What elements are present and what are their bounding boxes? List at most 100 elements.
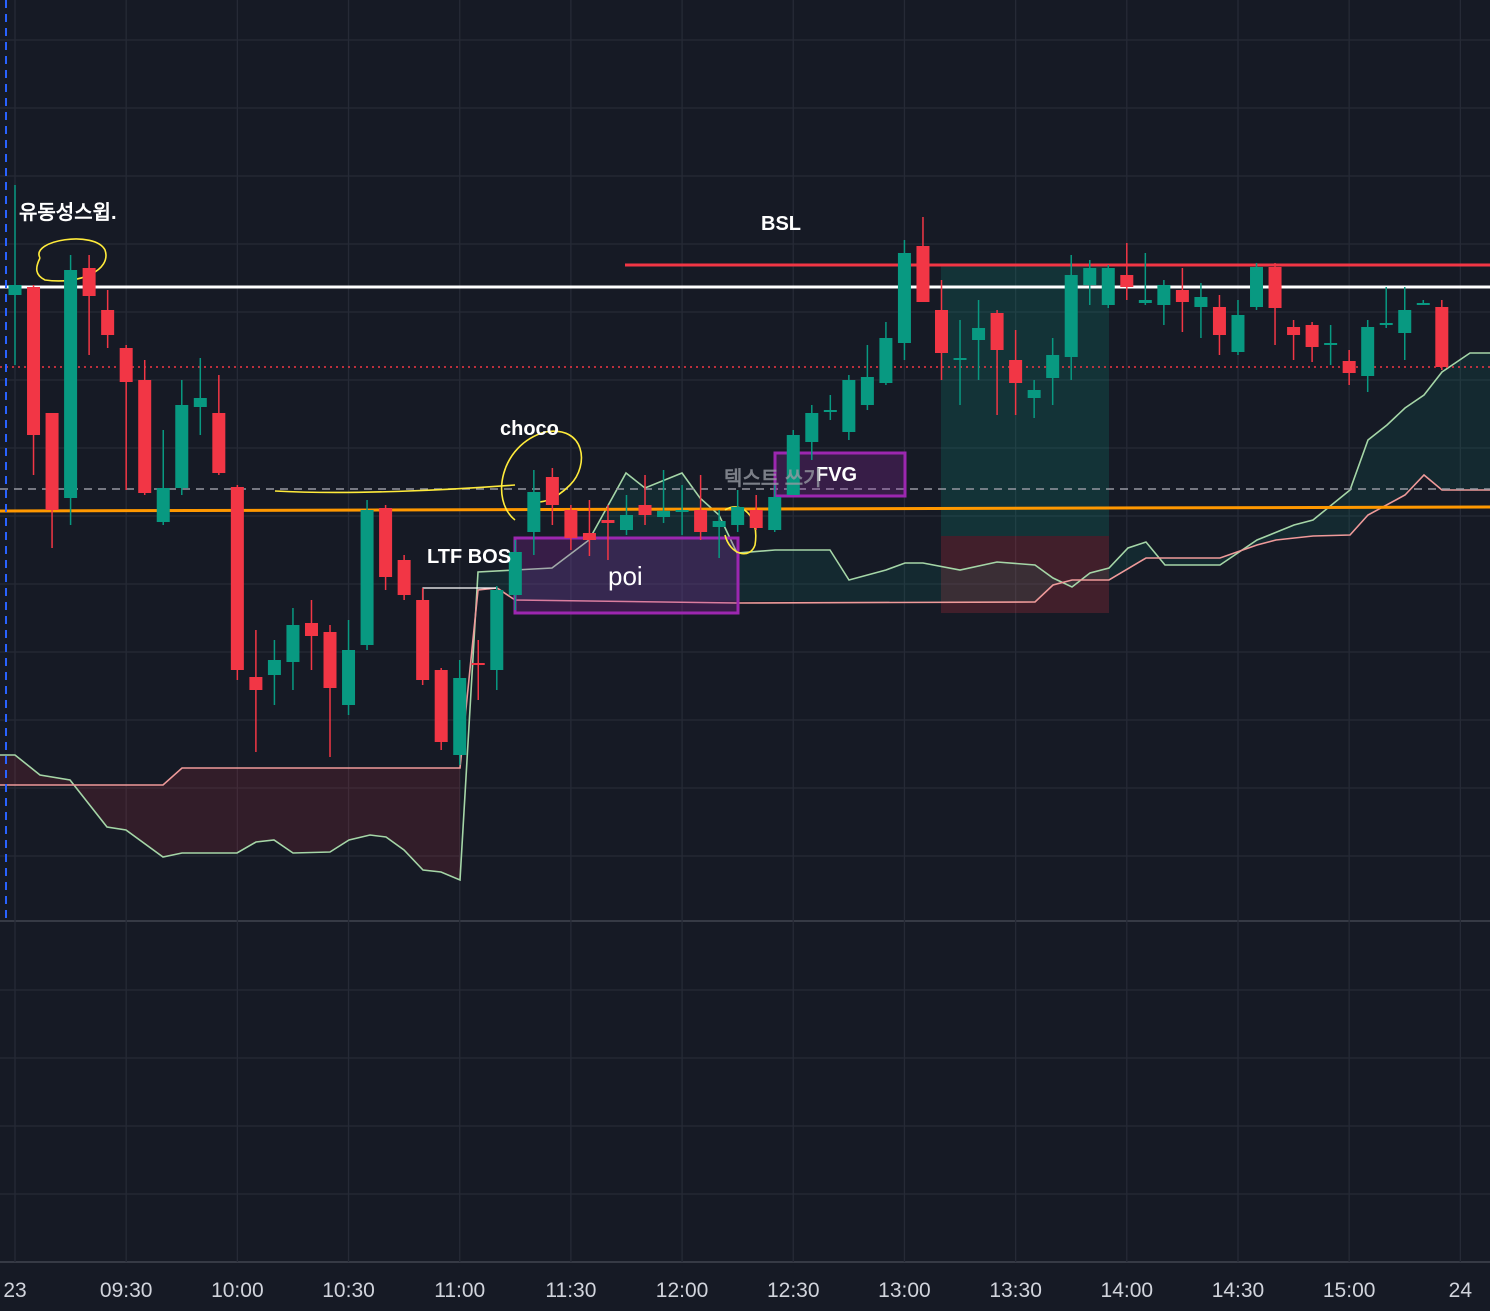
candle-body	[397, 560, 411, 595]
candle-body	[1101, 268, 1115, 305]
candle-body	[1324, 343, 1338, 345]
candle-body	[434, 670, 448, 742]
annotation: 텍스트 쓰기	[724, 467, 822, 490]
candle-body	[1250, 267, 1264, 307]
candle-body	[1212, 307, 1226, 335]
candle-body	[304, 623, 318, 636]
candle-body	[657, 511, 671, 517]
h-grid	[0, 39, 1490, 1263]
annotation: FVG	[816, 464, 857, 486]
annotation: poi	[608, 561, 643, 591]
candle-body	[119, 348, 133, 382]
candle-body	[916, 246, 930, 302]
candle-body	[508, 552, 522, 595]
candle-body	[27, 287, 41, 435]
x-tick-label: 24	[1449, 1279, 1473, 1302]
candle-body	[601, 520, 615, 523]
v-grid	[14, 0, 1461, 1262]
candle-body	[1194, 297, 1208, 307]
annotation: choco	[500, 418, 559, 440]
candle-body	[1064, 275, 1078, 357]
candles	[8, 185, 1449, 765]
x-tick-label: 23	[3, 1279, 26, 1302]
candle-body	[1416, 303, 1430, 305]
annotation: LTF BOS	[427, 546, 511, 568]
candle-body	[1175, 290, 1189, 302]
x-tick-label: 10:00	[211, 1279, 264, 1302]
candle-body	[1379, 323, 1393, 325]
x-axis: 23 09:30 10:00 10:30 11:00 11:30 12:00 12:30 13:…	[3, 1279, 1472, 1302]
candle-body	[64, 270, 78, 498]
candle-body	[1120, 275, 1134, 287]
x-tick-label: 13:30	[989, 1279, 1042, 1302]
x-tick-label: 14:00	[1101, 1279, 1154, 1302]
candle-body	[694, 510, 708, 532]
candle-body	[1287, 327, 1301, 335]
x-tick-label: 13:00	[878, 1279, 931, 1302]
candle-body	[1305, 325, 1319, 347]
x-tick-label: 10:30	[322, 1279, 375, 1302]
candle-body	[1268, 267, 1282, 308]
candle-body	[897, 253, 911, 343]
candle-body	[675, 510, 689, 512]
candle-body	[101, 310, 115, 335]
candle-body	[1361, 327, 1375, 376]
candle-body	[416, 600, 430, 680]
candle-body	[786, 435, 800, 495]
candle-body	[175, 405, 189, 488]
candle-body	[82, 268, 96, 296]
candle-body	[879, 338, 893, 383]
candle-body	[193, 398, 207, 407]
candle-body	[471, 663, 485, 665]
drawings	[0, 0, 1490, 920]
candle-body	[8, 285, 22, 295]
annotation: 유동성스윕.	[19, 201, 117, 224]
candle-body	[1027, 390, 1041, 398]
x-tick-label: 11:30	[545, 1279, 596, 1302]
x-tick-label: 15:00	[1323, 1279, 1376, 1302]
candle-body	[1342, 361, 1356, 373]
candle-body	[953, 358, 967, 360]
candle-body	[768, 497, 782, 530]
candle-body	[323, 632, 337, 688]
candle-body	[267, 660, 281, 675]
candle-body	[342, 650, 356, 705]
candle-body	[638, 505, 652, 515]
candle-body	[1157, 285, 1171, 305]
candle-body	[212, 413, 226, 473]
candle-body	[527, 492, 541, 532]
candle-body	[286, 625, 300, 662]
candle-body	[860, 377, 874, 405]
candle-body	[564, 510, 578, 538]
candle-body	[582, 533, 596, 540]
candle-body	[842, 380, 856, 432]
annotation: BSL	[761, 213, 801, 235]
candle-body	[935, 310, 948, 353]
candle-body	[249, 677, 263, 690]
candle-body	[972, 328, 986, 340]
candle-body	[1138, 300, 1152, 303]
candle-body	[619, 515, 633, 530]
x-tick-label: 14:30	[1212, 1279, 1265, 1302]
candle-body	[490, 590, 504, 670]
x-tick-label: 09:30	[100, 1279, 153, 1302]
candle-body	[1398, 310, 1412, 333]
candle-body	[360, 510, 374, 645]
candle-body	[379, 508, 393, 577]
candle-body	[1009, 360, 1023, 383]
candle-body	[990, 313, 1004, 350]
candle-body	[1435, 307, 1449, 367]
x-tick-label: 12:30	[767, 1279, 820, 1302]
candle-body	[156, 488, 170, 522]
x-tick-label: 11:00	[434, 1279, 485, 1302]
x-tick-label: 12:00	[656, 1279, 709, 1302]
candle-body	[823, 410, 837, 412]
candle-body	[230, 487, 244, 670]
candle-body	[1231, 315, 1245, 352]
candle-body	[138, 380, 152, 493]
candle-body	[1083, 268, 1097, 285]
candle-body	[45, 413, 59, 510]
candle-body	[453, 678, 467, 755]
candle-body	[731, 507, 745, 525]
